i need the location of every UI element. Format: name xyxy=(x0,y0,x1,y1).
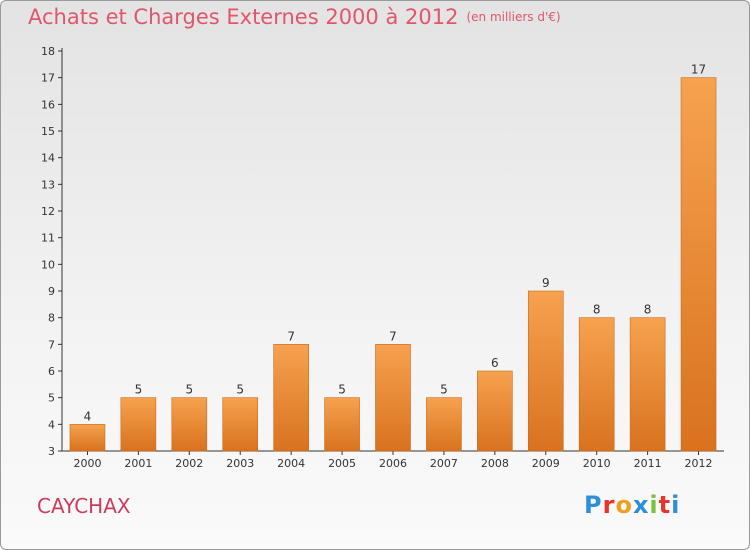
bar-2012 xyxy=(680,77,717,452)
chart-title-text: Achats et Charges Externes 2000 à 2012 xyxy=(28,5,459,29)
y-tick-label: 9 xyxy=(48,285,55,298)
x-tick-label: 2012 xyxy=(685,457,713,470)
value-label: 6 xyxy=(491,356,499,370)
x-tick-label: 2004 xyxy=(277,457,305,470)
x-tick-label: 2000 xyxy=(73,457,101,470)
bar-2000 xyxy=(69,424,106,452)
bar-2004 xyxy=(273,344,309,452)
value-label: 17 xyxy=(691,63,706,77)
value-label: 8 xyxy=(644,303,652,317)
y-tick-label: 15 xyxy=(41,125,55,138)
x-tick-label: 2005 xyxy=(328,457,356,470)
chart-title: Achats et Charges Externes 2000 à 2012 (e… xyxy=(28,5,561,29)
value-label: 9 xyxy=(542,276,550,290)
logo-letter: P xyxy=(584,491,603,519)
value-label: 4 xyxy=(84,409,92,423)
value-label: 7 xyxy=(287,329,295,343)
bar-2007 xyxy=(426,397,462,452)
logo-letter: i xyxy=(671,491,681,519)
y-tick-label: 6 xyxy=(48,365,55,378)
bar-2001 xyxy=(120,397,157,452)
logo-letter: r xyxy=(602,491,616,519)
x-tick-label: 2010 xyxy=(583,457,611,470)
y-tick-label: 13 xyxy=(41,178,55,191)
value-label: 8 xyxy=(593,303,601,317)
y-tick-label: 8 xyxy=(48,312,55,325)
x-tick-label: 2006 xyxy=(379,457,407,470)
value-label: 5 xyxy=(440,383,448,397)
chart-labels: 2000 4 2001 5 2002 5 2003 5 2004 7 2005 5 2006 7 2007 5… xyxy=(73,63,712,470)
y-tick-label: 5 xyxy=(48,392,55,405)
value-label: 5 xyxy=(135,383,143,397)
x-tick-label: 2011 xyxy=(634,457,662,470)
y-tick-label: 10 xyxy=(41,258,55,271)
x-tick-label: 2003 xyxy=(226,457,254,470)
logo-letter: x xyxy=(632,491,650,519)
y-tick-label: 16 xyxy=(41,98,55,111)
bar-2006 xyxy=(375,344,411,452)
bar-2003 xyxy=(222,397,259,452)
value-label: 5 xyxy=(236,383,244,397)
value-label: 5 xyxy=(185,383,193,397)
bar-2009 xyxy=(527,290,564,452)
chart-bars xyxy=(69,77,717,452)
logo-letter: i xyxy=(649,491,659,519)
bar-2005 xyxy=(324,397,360,452)
commune-name: CAYCHAX xyxy=(37,494,131,518)
value-label: 5 xyxy=(338,383,346,397)
y-tick-label: 11 xyxy=(41,232,55,245)
logo-letter: o xyxy=(615,491,633,519)
x-tick-label: 2001 xyxy=(124,457,152,470)
y-tick-label: 18 xyxy=(41,45,55,58)
x-tick-label: 2002 xyxy=(175,457,203,470)
y-tick-label: 7 xyxy=(48,338,55,351)
x-tick-label: 2009 xyxy=(532,457,560,470)
bar-2011 xyxy=(629,317,666,452)
bar-2010 xyxy=(578,317,615,452)
x-tick-label: 2008 xyxy=(481,457,509,470)
logo-letter: t xyxy=(658,491,672,519)
x-tick-label: 2007 xyxy=(430,457,458,470)
y-tick-label: 4 xyxy=(48,418,55,431)
bar-2008 xyxy=(477,370,513,452)
y-tick-label: 17 xyxy=(41,72,55,85)
proxiti-logo[interactable]: Proxiti xyxy=(584,491,680,519)
chart-subtitle: (en milliers d'€) xyxy=(466,10,561,24)
y-tick-label: 12 xyxy=(41,205,55,218)
y-tick-label: 14 xyxy=(41,152,55,165)
bar-2002 xyxy=(171,397,208,452)
y-tick-label: 3 xyxy=(48,445,55,458)
value-label: 7 xyxy=(389,329,397,343)
